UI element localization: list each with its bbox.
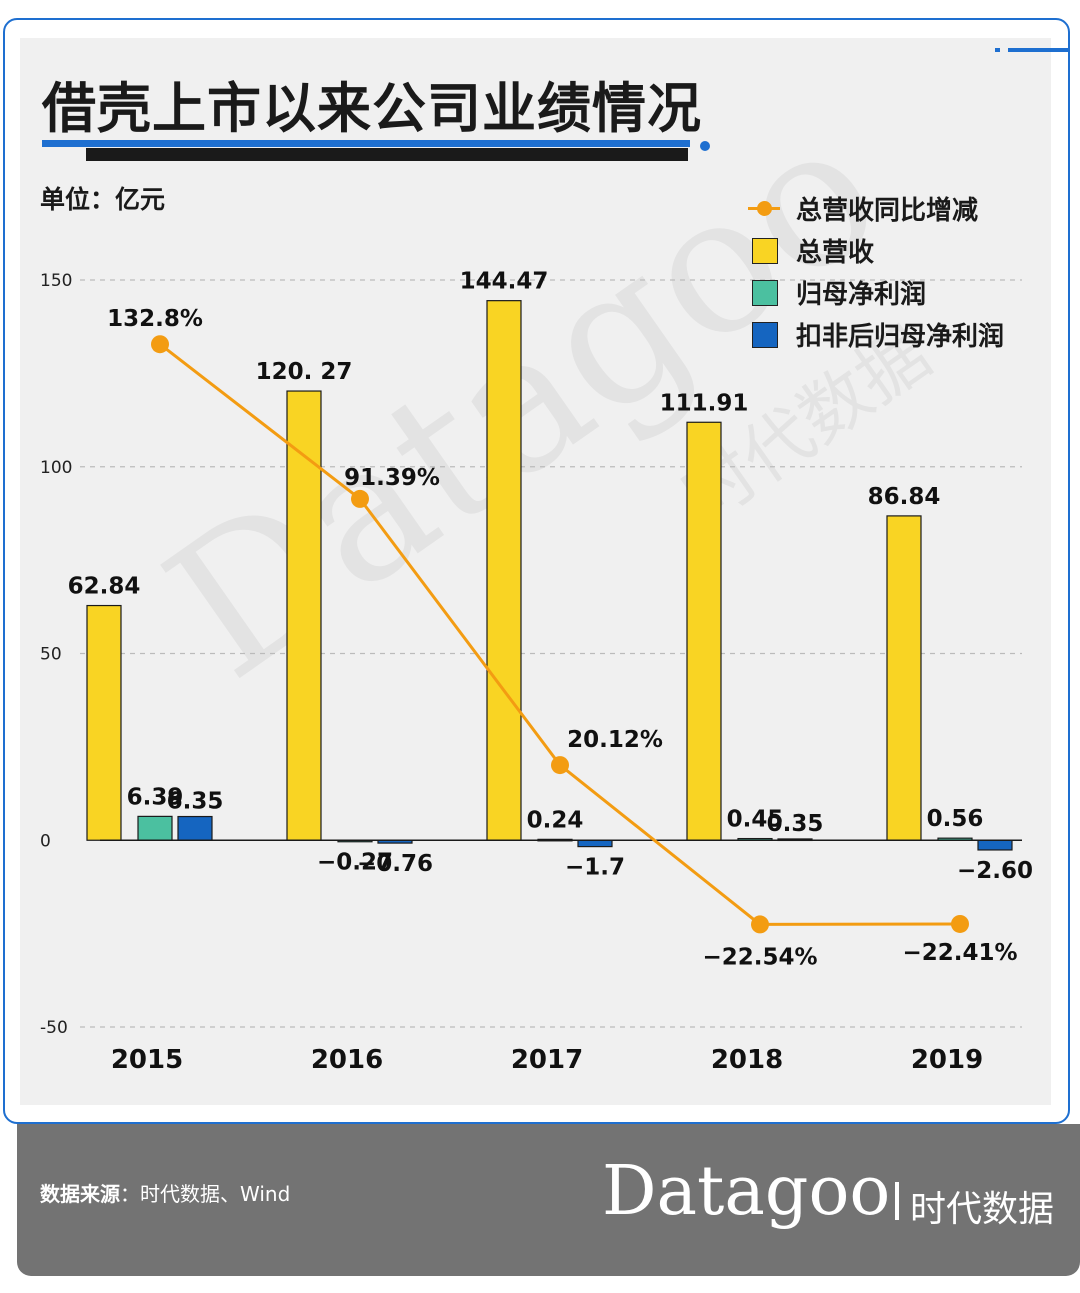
x-tick-label: 2016 — [311, 1045, 383, 1075]
bar-value-label: 144.47 — [460, 269, 549, 295]
x-tick-label: 2017 — [511, 1045, 583, 1075]
corner-accent-line — [1008, 48, 1068, 52]
legend-item-growth: 总营收同比增减 — [748, 188, 1048, 230]
x-tick-label: 2018 — [711, 1045, 783, 1075]
bar-value-label: 0.24 — [527, 807, 584, 833]
legend-item-net-profit: 归母净利润 — [748, 272, 1048, 314]
y-tick-label: 150 — [40, 271, 72, 291]
legend-dot-swatch — [757, 201, 772, 216]
growth-value-label: −22.54% — [702, 944, 817, 970]
growth-value-label: 91.39% — [344, 465, 440, 491]
bar — [486, 300, 522, 841]
y-tick-label: 0 — [40, 831, 51, 851]
bar-value-label: 6.35 — [167, 789, 224, 815]
unit-label: 单位：亿元 — [40, 185, 166, 214]
growth-line — [159, 343, 961, 926]
bar-value-label: 0.56 — [927, 806, 984, 832]
bar — [886, 515, 922, 841]
bar-value-label: −0.27 — [317, 849, 393, 875]
growth-point — [151, 335, 169, 354]
footer-bar — [17, 1124, 1080, 1276]
bar-value-label: 0.45 — [727, 807, 784, 833]
bar-value-label: 86.84 — [868, 484, 941, 510]
legend-swatch-net-profit — [752, 280, 778, 306]
bar-value-label: −2.60 — [957, 858, 1033, 884]
y-tick-label: -50 — [40, 1018, 68, 1038]
growth-value-label: 20.12% — [567, 727, 663, 753]
y-tick-label: 50 — [40, 645, 62, 665]
brand-logo: Datagoo — [602, 1152, 891, 1231]
bar-value-label: 111.91 — [660, 390, 749, 416]
bar-value-label: 120. 27 — [256, 359, 353, 385]
bar-value-label: 6.39 — [127, 784, 184, 810]
data-source: 数据来源：时代数据、Wind — [40, 1178, 290, 1207]
x-tick-label: 2015 — [111, 1045, 183, 1075]
growth-point — [551, 756, 569, 775]
y-tick-label: 100 — [40, 458, 72, 478]
growth-value-label: −22.41% — [902, 940, 1017, 966]
bar-value-label: 0.35 — [767, 811, 824, 837]
title-underline-dark — [86, 148, 688, 161]
chart-title: 借壳上市以来公司业绩情况 — [42, 77, 702, 140]
bar — [177, 815, 213, 841]
source-label: 数据来源 — [40, 1182, 120, 1206]
bar — [577, 839, 613, 848]
legend-item-deducted-profit: 扣非后归母净利润 — [748, 314, 1048, 356]
growth-point — [351, 489, 369, 508]
legend: 总营收同比增减 总营收 归母净利润 扣非后归母净利润 — [748, 188, 1048, 356]
legend-swatch-revenue — [752, 238, 778, 264]
legend-label-growth: 总营收同比增减 — [796, 196, 979, 226]
growth-point — [751, 915, 769, 934]
source-text: ：时代数据、Wind — [120, 1182, 291, 1206]
bar — [686, 421, 722, 841]
bar-value-label: −1.7 — [565, 855, 625, 881]
bar — [286, 390, 322, 841]
chart-panel — [20, 38, 1051, 1105]
brand-separator — [895, 1182, 899, 1220]
legend-swatch-deducted-profit — [752, 322, 778, 348]
chart-svg: 150 100 50 0 -50 62.84 6.396.35 2015 120. 27 −0.2… — [40, 269, 1033, 1075]
corner-dot — [995, 48, 1000, 52]
title-underline-blue — [42, 140, 690, 147]
bar-value-label: 62.84 — [68, 574, 141, 600]
bar — [86, 604, 122, 841]
title-dot — [700, 141, 710, 151]
bar-value-label: −0.76 — [357, 851, 433, 877]
x-tick-label: 2019 — [911, 1045, 983, 1075]
brand-name-cn: 时代数据 — [910, 1189, 1055, 1230]
legend-label-revenue: 总营收 — [796, 238, 875, 268]
growth-value-label: 132.8% — [107, 306, 203, 332]
bar — [137, 815, 173, 841]
legend-item-revenue: 总营收 — [748, 230, 1048, 272]
growth-point — [951, 914, 969, 933]
legend-label-deducted-profit: 扣非后归母净利润 — [796, 322, 1005, 352]
bar — [977, 839, 1013, 851]
legend-label-net-profit: 归母净利润 — [796, 280, 927, 310]
